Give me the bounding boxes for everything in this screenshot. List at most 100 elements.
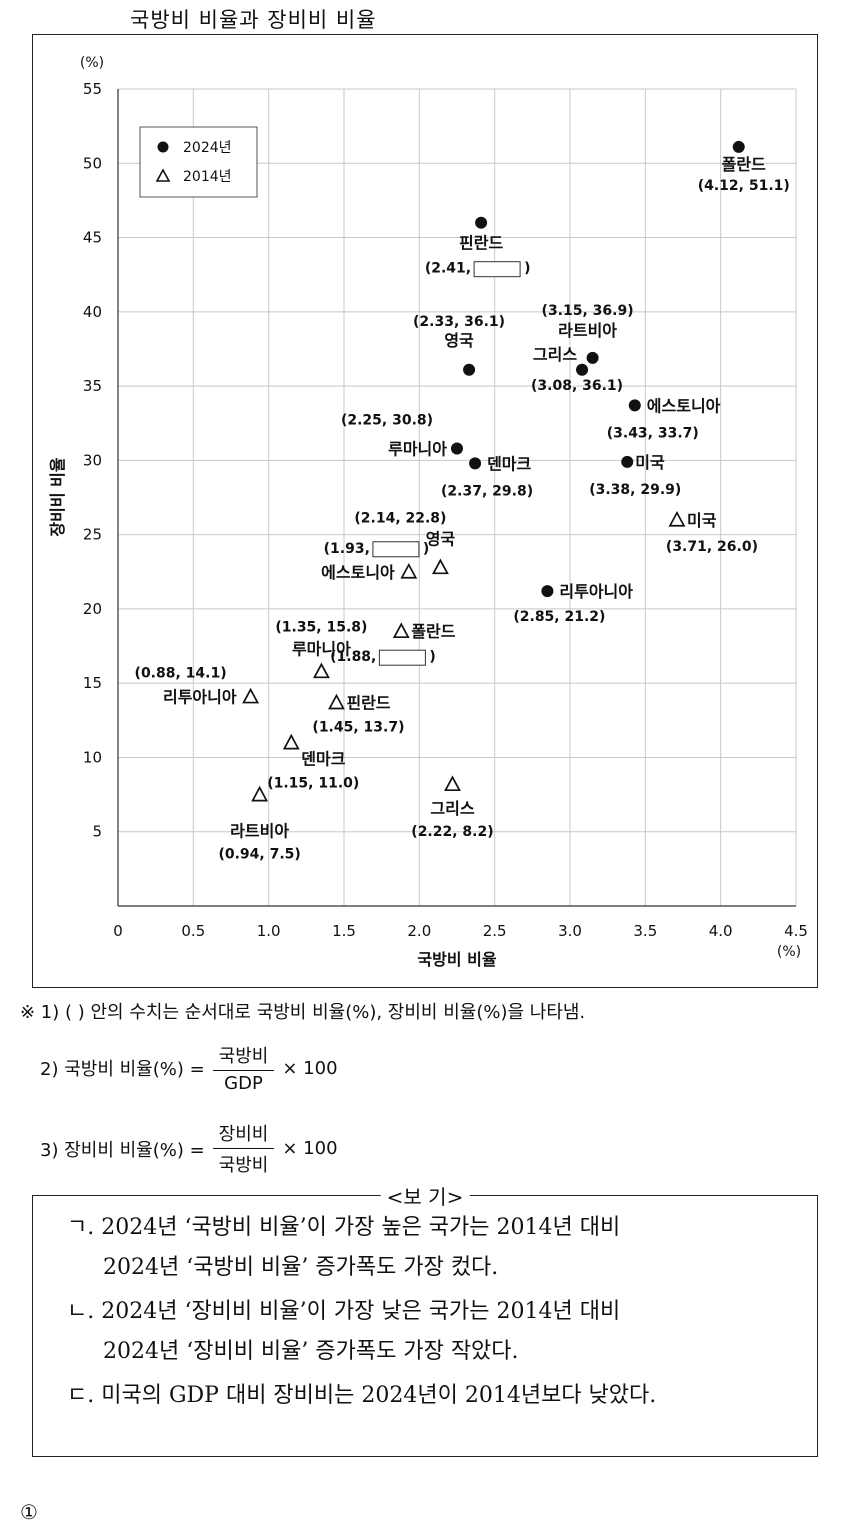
y-tick-label: 50: [83, 154, 102, 172]
y-unit-label: (%): [80, 55, 104, 71]
bogi-item-2: ㄴ. 2024년 ‘장비비 비율’이 가장 낮은 국가는 2014년 대비 20…: [67, 1292, 620, 1372]
note-3-prefix: 3) 장비비 비율(%) =: [40, 1139, 205, 1161]
scatter-chart: 0 0.5 1.0 1.5 2.0 2.5 3.0 3.5 4.0 4.5 5 10 15 20 25 30 3…: [32, 34, 818, 988]
x-axis-label: 국방비 비율: [417, 950, 496, 969]
x-tick-label: 4.5: [784, 922, 808, 940]
note-3-formula: 3) 장비비 비율(%) = 장비비 국방비 × 100: [40, 1120, 338, 1177]
bogi-item-1-line2: 2024년 ‘국방비 비율’ 증가폭도 가장 컸다.: [103, 1255, 499, 1280]
point-2014-그리스: [444, 775, 461, 792]
country-label: 루마니아: [388, 439, 447, 458]
point-2024-에스토니아: [628, 399, 641, 412]
x-tick-label: 0: [113, 922, 123, 940]
coordinate-label: (1.45, 13.7): [312, 719, 404, 735]
coordinate-label: (2.85, 21.2): [513, 609, 605, 625]
y-tick-label: 15: [83, 674, 102, 692]
coordinate-label: (1.15, 11.0): [267, 776, 359, 792]
country-label: 에스토니아: [321, 563, 395, 582]
note-3-suffix: × 100: [282, 1138, 338, 1159]
country-label: 라트비아: [230, 822, 289, 841]
y-tick-label: 20: [83, 600, 102, 618]
coordinate-label: (0.88, 14.1): [135, 666, 227, 682]
country-label: 리투아니아: [163, 688, 237, 707]
note-3-denominator: 국방비: [218, 1155, 269, 1176]
note-3-fraction: 장비비 국방비: [212, 1120, 275, 1177]
country-label: 미국: [635, 453, 665, 472]
coordinate-label: (3.38, 29.9): [589, 482, 681, 498]
point-2024-미국: [621, 455, 634, 468]
point-2014-폴란드: [392, 622, 410, 639]
coordinate-label: (2.14, 22.8): [354, 510, 446, 526]
y-tick-label: 45: [83, 229, 102, 247]
country-label: 덴마크: [301, 750, 345, 769]
country-label: 영국: [444, 331, 474, 350]
legend-label-2024: 2024년: [183, 140, 232, 156]
bogi-item-3-line1: ㄷ. 미국의 GDP 대비 장비비는 2024년이 2014년보다 낮았다.: [67, 1383, 657, 1408]
coordinate-label: (1.35, 15.8): [275, 619, 367, 635]
x-tick-label: 1.5: [332, 922, 356, 940]
point-2024-영국: [463, 363, 476, 376]
country-label: 영국: [426, 529, 456, 548]
blank-answer-box: [473, 261, 521, 278]
country-label: 루마니아: [292, 639, 351, 658]
coordinate-close-paren: ): [423, 541, 429, 557]
coordinate-label: (2.22, 8.2): [411, 824, 493, 840]
x-tick-label: 3.0: [558, 922, 582, 940]
point-2024-핀란드: [475, 216, 488, 229]
x-unit-label: (%): [777, 944, 801, 960]
point-2014-미국: [668, 510, 686, 527]
note-2-suffix: × 100: [282, 1057, 338, 1079]
country-label: 그리스: [430, 799, 474, 818]
x-tick-label: 2.5: [483, 922, 507, 940]
note-2-formula: 2) 국방비 비율(%) = 국방비 GDP × 100: [40, 1042, 338, 1094]
blank-answer-box: [378, 649, 426, 666]
coordinate-label: (1.88,: [330, 649, 376, 665]
country-label: 미국: [687, 511, 717, 530]
x-tick-label: 4.0: [709, 922, 733, 940]
coordinate-label: (3.08, 36.1): [531, 378, 623, 394]
point-2014-리투아니아: [242, 687, 260, 704]
legend-label-2014: 2014년: [183, 169, 232, 185]
bogi-item-1: ㄱ. 2024년 ‘국방비 비율’이 가장 높은 국가는 2014년 대비 20…: [67, 1208, 620, 1288]
coordinate-close-paren: ): [524, 261, 530, 277]
coordinate-label: (2.25, 30.8): [341, 412, 433, 428]
point-2024-라트비아: [586, 351, 599, 364]
point-2014-덴마크: [282, 733, 300, 750]
coordinate-label: (2.41,: [425, 261, 471, 277]
y-tick-label: 10: [83, 748, 102, 766]
y-tick-label: 55: [83, 80, 102, 98]
y-tick-label: 25: [83, 526, 102, 544]
country-label: 덴마크: [487, 454, 531, 473]
bogi-item-2-line2: 2024년 ‘장비비 비율’ 증가폭도 가장 작았다.: [103, 1339, 519, 1364]
point-2024-덴마크: [469, 457, 482, 470]
coordinate-close-paren: ): [429, 649, 435, 665]
y-tick-label: 5: [92, 823, 102, 841]
point-2014-에스토니아: [400, 562, 418, 579]
x-tick-label: 0.5: [181, 922, 205, 940]
legend-triangle-marker: [155, 168, 171, 182]
point-2024-그리스: [576, 363, 589, 376]
country-label: 폴란드: [722, 155, 766, 174]
country-label: 폴란드: [411, 622, 455, 641]
coordinate-label: (4.12, 51.1): [698, 178, 790, 194]
country-label: 라트비아: [558, 321, 617, 340]
coordinate-label: (0.94, 7.5): [218, 847, 300, 863]
coordinate-label: (3.43, 33.7): [607, 425, 699, 441]
country-label: 핀란드: [459, 234, 503, 253]
notes: ※ 1) ( ) 안의 수치는 순서대로 국방비 비율(%), 장비비 비율(%…: [20, 1000, 585, 1026]
chart-title: 국방비 비율과 장비비 비율: [130, 8, 377, 32]
country-label: 핀란드: [346, 693, 390, 712]
coordinate-label: (2.33, 36.1): [413, 314, 505, 330]
point-2014-라트비아: [251, 785, 269, 802]
country-label: 리투아니아: [559, 582, 633, 601]
y-tick-label: 40: [83, 303, 102, 321]
coordinate-label: (2.37, 29.8): [441, 483, 533, 499]
coordinate-label: (3.71, 26.0): [666, 539, 758, 555]
chart-canvas: 0 0.5 1.0 1.5 2.0 2.5 3.0 3.5 4.0 4.5 5 10 15 20 25 30 3…: [48, 55, 808, 969]
x-tick-label: 2.0: [407, 922, 431, 940]
note-3-numerator: 장비비: [212, 1120, 275, 1149]
y-tick-label: 30: [83, 451, 102, 469]
point-2014-핀란드: [328, 693, 345, 710]
point-2024-리투아니아: [541, 585, 554, 598]
x-tick-label: 3.5: [633, 922, 657, 940]
y-axis-label: 장비비 비율: [48, 457, 67, 536]
